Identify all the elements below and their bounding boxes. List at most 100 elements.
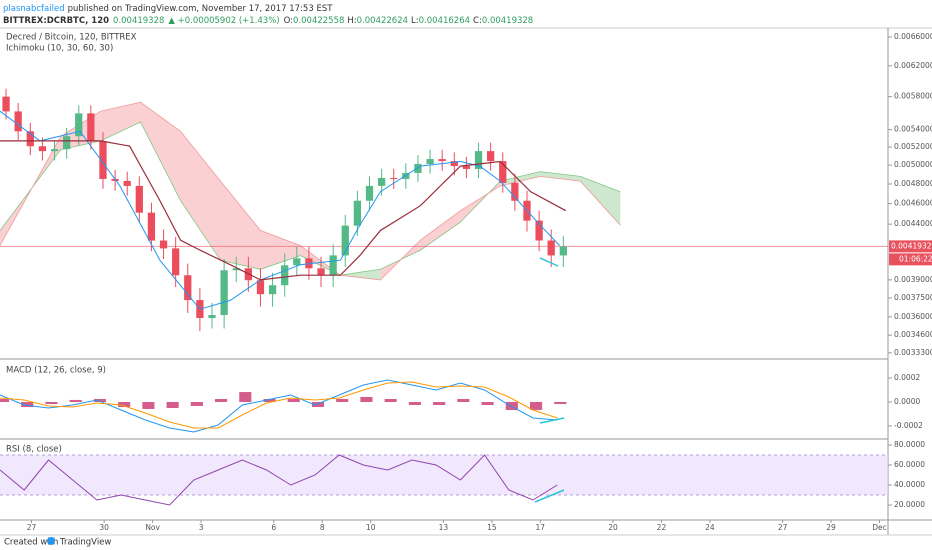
footer-brand[interactable]: TradingView [59, 538, 111, 548]
histogram-bar [457, 399, 470, 402]
histogram-bar [142, 402, 155, 409]
ohlc-key: O: [284, 16, 293, 26]
divergence-line [539, 257, 559, 267]
author[interactable]: plasnabcfailed [3, 4, 65, 14]
candle-body [220, 270, 228, 316]
ohlc-value: 0.00422624 [357, 16, 408, 26]
histogram-bar [93, 399, 106, 402]
x-tick-label: 13 [439, 523, 449, 532]
logo [47, 537, 55, 545]
candle-body [450, 161, 458, 167]
y-tick-label: 0.00375000 [894, 293, 932, 302]
indicator-title: Ichimoku (10, 30, 60, 30) [6, 44, 113, 54]
rsi-band [0, 455, 888, 495]
ohlc-key: L: [411, 16, 419, 26]
candle-body [2, 96, 10, 112]
candle-body [353, 200, 362, 226]
histogram-bar [166, 402, 179, 408]
histogram-bar [554, 402, 567, 405]
y-tick-label: 20.0000 [894, 500, 925, 509]
candle-body [99, 141, 107, 179]
footer-text: Created with [4, 538, 58, 548]
candle-body [559, 246, 567, 256]
y-tick-label: 0.0002 [894, 373, 920, 382]
cloud-segment [500, 171, 541, 186]
candle-body [377, 177, 386, 186]
candle-body [365, 185, 374, 201]
cloud-segment [140, 102, 181, 201]
candle-body [159, 240, 168, 249]
y-tick-label: -0.0002 [894, 421, 923, 430]
candle-body [438, 159, 446, 162]
symbol-line: BITTREX:DCRBTC, 120 0.00419328 ▲ +0.000059… [3, 16, 533, 26]
price: 0.00419328 [113, 16, 164, 26]
y-tick-label: 0.00500000 [894, 160, 932, 169]
histogram-bar [215, 399, 228, 402]
cloud-segment [220, 181, 261, 270]
y-tick-label: 0.00346000 [894, 330, 932, 339]
candle-body [75, 113, 83, 137]
y-tick-label: 0.00660000 [894, 32, 932, 41]
y-tick-label: 0.00390000 [894, 275, 932, 284]
histogram-bar [190, 402, 203, 406]
candle-body [474, 151, 483, 169]
histogram-bar [481, 402, 494, 405]
y-tick-label: 0.00520000 [894, 142, 932, 151]
candle-body [208, 315, 216, 318]
ohlc-value: 0.00419328 [482, 16, 533, 26]
candle-body [50, 149, 59, 152]
histogram-bar [336, 399, 349, 402]
price-tag-label: 0.00419328 [891, 241, 932, 250]
histogram-bar [311, 402, 325, 408]
histogram-bar [45, 402, 58, 405]
histogram-bar [0, 399, 10, 402]
header-line: plasnabcfailed published on TradingView.c… [3, 4, 333, 14]
indicator-title: RSI (8, close) [6, 445, 62, 455]
candle-body [487, 151, 495, 162]
y-tick-label: 0.00540000 [894, 125, 932, 134]
cloud-segment [340, 269, 381, 280]
x-tick-label: 17 [536, 523, 546, 532]
histogram-bar [529, 402, 543, 410]
pane-title: Decred / Bitcoin, 120, BITTREX [6, 33, 137, 43]
cloud-segment [260, 230, 301, 270]
y-tick-label: 0.0000 [894, 397, 920, 406]
conversion-line [0, 110, 561, 310]
cloud-segment [180, 131, 221, 261]
candle-body [341, 225, 349, 256]
candle-body [317, 268, 325, 276]
candle-body [426, 159, 434, 165]
histogram-bar [360, 396, 373, 402]
candle-body [256, 280, 265, 295]
candle-body [329, 255, 337, 276]
candle-body [26, 131, 34, 147]
signal-line [0, 381, 558, 429]
cloud-segment [580, 176, 621, 226]
indicator-title: MACD (12, 26, close, 9) [6, 366, 106, 376]
candle-body [14, 111, 22, 132]
x-tick-label: Dec [872, 523, 887, 532]
candle-body [62, 136, 71, 150]
y-tick-label: 0.00360000 [894, 312, 932, 321]
candle-body [293, 258, 301, 266]
candle-body [547, 240, 555, 256]
ohlc-key: H: [347, 16, 356, 26]
x-tick-label: 29 [826, 523, 836, 532]
y-tick-label: 0.00333000 [894, 348, 932, 357]
cloud-segment [100, 102, 141, 141]
candle-body [268, 285, 277, 295]
countdown-label: 01:06:22 [899, 254, 932, 263]
histogram-bar [239, 392, 252, 402]
symbol: BITTREX:DCRBTC, 120 [3, 16, 109, 26]
candle-body [281, 265, 289, 286]
candle-body [123, 180, 131, 186]
y-tick-label: 0.00580000 [894, 92, 932, 101]
candle-body [390, 177, 398, 179]
divergence-line [534, 489, 565, 503]
x-tick-label: 10 [366, 523, 376, 532]
x-tick-label: Nov [145, 523, 160, 532]
candle-body [535, 220, 543, 241]
ohlc-key: C: [473, 16, 482, 26]
candle-body [414, 164, 422, 173]
